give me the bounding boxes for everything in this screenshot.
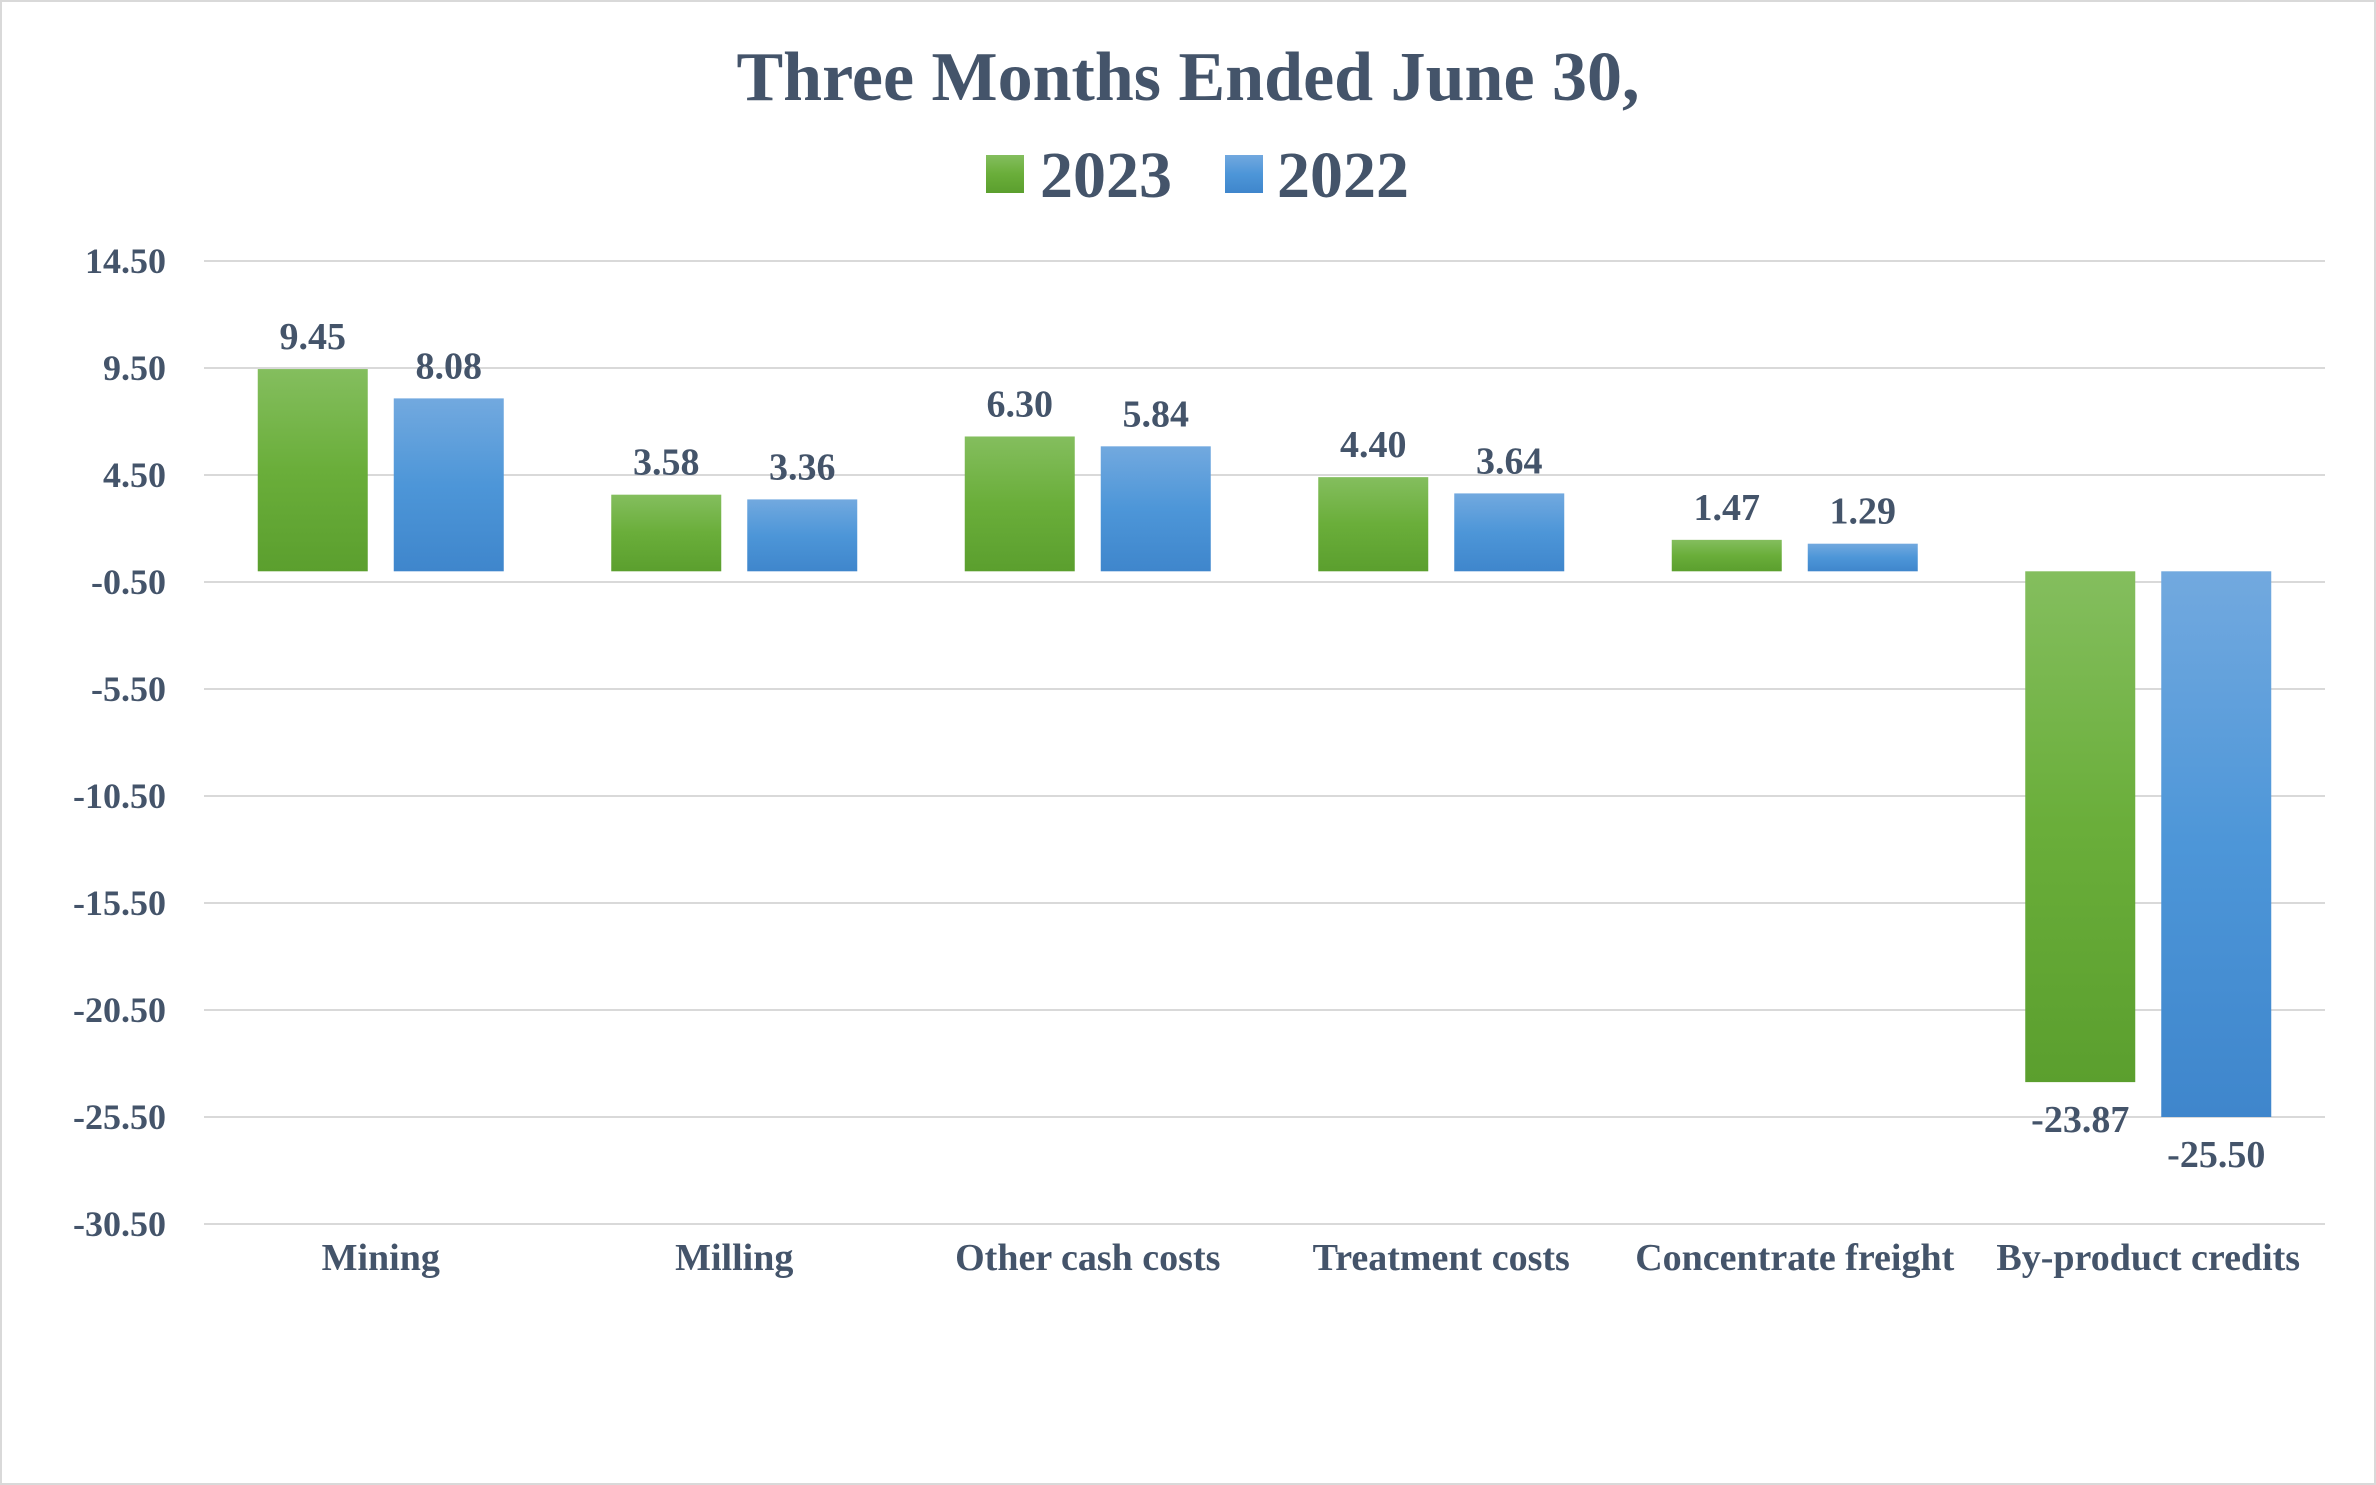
y-tick-label: -20.50: [73, 990, 166, 1030]
gridlines: [204, 260, 2325, 1225]
legend-label-2022: 2022: [1277, 139, 1409, 212]
data-label: 1.29: [1830, 491, 1897, 533]
x-tick-label: Other cash costs: [955, 1237, 1220, 1279]
data-labels: 9.45 8.08 3.58 3.36 6.30 5.84 4.40 3.64 1.47 1.29…: [280, 316, 2266, 1176]
legend-label-2023: 2023: [1040, 139, 1172, 212]
bar-2023-2: [964, 436, 1075, 572]
y-tick-label: -5.50: [91, 669, 166, 709]
x-axis: Mining Milling Other cash costs Treatment c…: [322, 1237, 2300, 1279]
data-label: -25.50: [2167, 1134, 2265, 1176]
x-tick-label: Treatment costs: [1313, 1237, 1570, 1279]
bar-2022-1: [747, 499, 858, 572]
legend: 2023 2022: [986, 139, 1409, 212]
y-tick-label: 4.50: [103, 455, 166, 495]
y-tick-label: 14.50: [85, 241, 166, 281]
data-label: 3.64: [1476, 440, 1543, 482]
bar-2023-0: [257, 369, 368, 572]
y-tick-label: -0.50: [91, 562, 166, 602]
data-label: 6.30: [987, 383, 1054, 425]
y-tick-label: -15.50: [73, 883, 166, 923]
x-tick-label: By-product credits: [1996, 1237, 2300, 1279]
y-tick-label: 9.50: [103, 348, 166, 388]
data-label: 1.47: [1694, 487, 1761, 529]
y-axis: 14.50 9.50 4.50 -0.50 -5.50 -10.50 -15.50 -20.5…: [73, 241, 166, 1244]
bar-2023-4: [1671, 539, 1782, 572]
data-label: 8.08: [416, 345, 483, 387]
x-tick-label: Concentrate freight: [1635, 1237, 1954, 1279]
x-tick-label: Mining: [322, 1237, 440, 1279]
data-label: 4.40: [1340, 424, 1407, 466]
bar-2022-3: [1454, 493, 1565, 572]
bar-2022-0: [393, 398, 504, 572]
data-label: 3.58: [633, 442, 700, 484]
y-tick-label: -25.50: [73, 1097, 166, 1137]
bar-2023-3: [1318, 477, 1429, 572]
bar-2023-5: [2025, 571, 2136, 1083]
bar-2022-5: [2161, 571, 2272, 1117]
legend-swatch-2022: [1225, 155, 1263, 193]
data-label: 9.45: [280, 316, 347, 358]
x-tick-label: Milling: [675, 1237, 793, 1279]
bar-2022-2: [1100, 446, 1211, 572]
data-label: 5.84: [1123, 393, 1190, 435]
y-tick-label: -30.50: [73, 1204, 166, 1244]
bar-2022-4: [1807, 543, 1918, 572]
bar-2023-1: [611, 494, 722, 572]
data-label: -23.87: [2031, 1099, 2129, 1141]
legend-swatch-2023: [986, 155, 1024, 193]
y-tick-label: -10.50: [73, 776, 166, 816]
data-label: 3.36: [769, 446, 836, 488]
chart-title: Three Months Ended June 30,: [736, 39, 1639, 116]
bars: [257, 369, 2272, 1117]
